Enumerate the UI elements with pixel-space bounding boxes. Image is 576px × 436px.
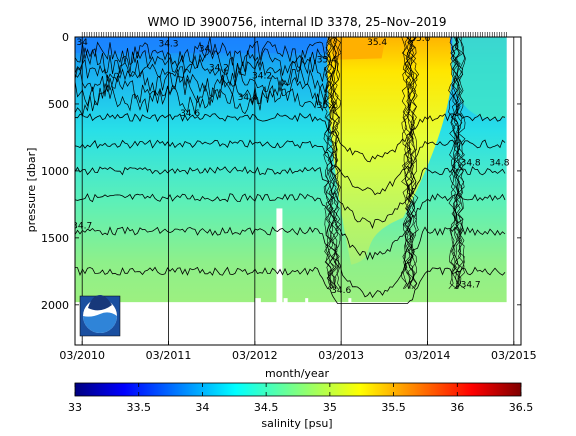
x-tick-label: 03/2012 bbox=[232, 349, 278, 362]
colorbar-ticks: 33 33.5 34 34.5 35 35.5 36 36.5 bbox=[68, 383, 533, 414]
contour-line bbox=[409, 37, 418, 289]
colorbar: 33 33.5 34 34.5 35 35.5 36 36.5 bbox=[68, 382, 533, 414]
contour-label: 35.2 bbox=[317, 101, 337, 111]
contour-line bbox=[406, 37, 416, 289]
contour-line bbox=[400, 37, 410, 289]
colorbar-tick-label: 36.5 bbox=[509, 401, 534, 414]
contour-label: 34.3 bbox=[158, 39, 178, 49]
contour-line bbox=[75, 84, 328, 117]
contour-line bbox=[75, 166, 506, 229]
x-tick-label: 03/2011 bbox=[146, 349, 192, 362]
contour-line bbox=[403, 37, 412, 289]
right-intrusion bbox=[452, 37, 507, 120]
x-tick-label: 03/2013 bbox=[318, 349, 364, 362]
contour-line bbox=[75, 139, 506, 196]
contour-line bbox=[75, 75, 328, 107]
colorbar-tick-label: 35.5 bbox=[381, 401, 406, 414]
colorbar-tick-label: 34.5 bbox=[254, 401, 279, 414]
contour-line bbox=[455, 37, 464, 289]
x-axis-label: month/year bbox=[265, 367, 329, 380]
contour-label: 34.4 bbox=[238, 93, 258, 103]
y-axis: 0 500 1000 1500 2000 bbox=[41, 31, 521, 312]
contour-lines bbox=[75, 37, 506, 304]
contour-label: 34.2 bbox=[252, 72, 272, 82]
colorbar-label: salinity [psu] bbox=[261, 417, 332, 430]
data-gap bbox=[276, 208, 283, 345]
data-gap bbox=[305, 298, 309, 345]
contour-line bbox=[451, 37, 461, 289]
contour-label: 35.4 bbox=[367, 38, 387, 48]
colorbar-tick-label: 36 bbox=[450, 401, 464, 414]
colorbar-gradient bbox=[74, 382, 522, 397]
x-tick-label: 03/2010 bbox=[59, 349, 105, 362]
contour-label: 35.4 bbox=[317, 55, 337, 65]
salinity-maximum-core bbox=[331, 37, 386, 60]
contour-line bbox=[75, 47, 328, 78]
chart-title: WMO ID 3900756, internal ID 3378, 25–Nov… bbox=[148, 15, 447, 29]
contour-line bbox=[75, 57, 328, 87]
contour-label: 34 bbox=[199, 45, 211, 55]
data-gap bbox=[348, 298, 352, 345]
contour-line bbox=[331, 37, 341, 289]
contour-label: 34 bbox=[76, 38, 88, 48]
contour-line bbox=[410, 37, 420, 289]
y-tick-label: 1500 bbox=[41, 232, 69, 245]
colorbar-tick-label: 33.5 bbox=[126, 401, 151, 414]
contour-label: 35.6 bbox=[410, 34, 430, 44]
high-salinity-region bbox=[327, 37, 453, 265]
plot-area: 34 34.3 34 34.2 34.2 34.4 34.6 35.4 35.4 35.6 35.2… bbox=[72, 34, 515, 345]
colorbar-tick-label: 35 bbox=[323, 401, 337, 414]
contour-label: 34.2 bbox=[209, 63, 229, 73]
contour-label: 34.8 bbox=[489, 159, 509, 169]
salinity-field bbox=[75, 37, 507, 345]
y-tick-label: 1000 bbox=[41, 165, 69, 178]
x-tick-label: 03/2014 bbox=[405, 349, 451, 362]
contour-label: 34.6 bbox=[331, 286, 351, 296]
x-tick-label: 03/2015 bbox=[491, 349, 537, 362]
contour-line bbox=[325, 37, 335, 289]
contour-line bbox=[75, 266, 506, 304]
contour-label: 34.8 bbox=[461, 159, 481, 169]
data-gap bbox=[254, 298, 261, 345]
y-tick-label: 500 bbox=[48, 98, 69, 111]
y-tick-label: 0 bbox=[62, 31, 69, 44]
contour-line bbox=[452, 37, 462, 290]
contour-line bbox=[75, 37, 328, 69]
colorbar-tick-label: 34 bbox=[195, 401, 209, 414]
contour-label: 34.7 bbox=[461, 280, 481, 290]
y-tick-label: 2000 bbox=[41, 299, 69, 312]
contour-line bbox=[75, 66, 328, 98]
contour-line bbox=[75, 193, 506, 261]
contour-label: 34.6 bbox=[180, 109, 200, 119]
contour-line bbox=[75, 226, 506, 299]
contour-labels: 34 34.3 34 34.2 34.2 34.4 34.6 35.4 35.4 35.6 35.2… bbox=[72, 34, 510, 296]
contour-line bbox=[75, 112, 506, 163]
contour-label: 34.7 bbox=[72, 221, 92, 231]
x-axis: 03/2010 03/2011 03/2012 03/2013 03/2014 03/20… bbox=[59, 341, 537, 362]
contour-line bbox=[328, 37, 337, 289]
profile-ticks bbox=[81, 32, 507, 37]
y-axis-label: pressure [dbar] bbox=[25, 148, 38, 233]
colorbar-tick-label: 33 bbox=[68, 401, 82, 414]
contour-line bbox=[323, 37, 332, 289]
contour-line bbox=[456, 37, 466, 289]
contour-line bbox=[454, 37, 463, 289]
noaa-logo bbox=[79, 295, 121, 337]
data-gap bbox=[283, 298, 288, 345]
vertical-gridlines bbox=[81, 37, 515, 345]
contour-line bbox=[333, 37, 342, 289]
contour-line bbox=[457, 37, 466, 290]
